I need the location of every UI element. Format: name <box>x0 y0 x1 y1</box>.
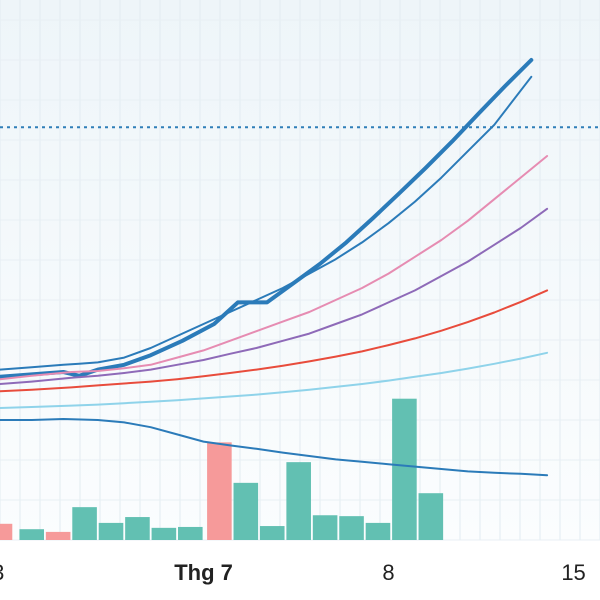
volume-bar-16 <box>418 493 444 540</box>
series-line-3 <box>0 207 549 385</box>
volume-bar-4 <box>98 522 124 540</box>
x-tick-label-1: Thg 7 <box>174 560 233 585</box>
volume-bar-10 <box>259 526 285 540</box>
x-axis-ticks: 23 Thg 7 8 15 <box>0 560 586 585</box>
series-line-0 <box>0 58 534 379</box>
volume-bar-14 <box>365 522 391 540</box>
volume-bar-9 <box>233 482 259 540</box>
series-line-5 <box>0 351 549 409</box>
volume-bar-12 <box>312 515 338 540</box>
volume-bar-11 <box>286 462 311 540</box>
series-line-1 <box>0 75 533 371</box>
volume-bar-13 <box>339 516 364 540</box>
x-tick-label-2: 8 <box>382 560 394 585</box>
volume-bars <box>0 398 444 540</box>
volume-bar-7 <box>178 526 203 540</box>
volume-bar-6 <box>151 527 177 540</box>
series-line-4 <box>0 289 549 393</box>
series-line-2 <box>0 155 549 381</box>
volume-bar-15 <box>392 398 417 540</box>
volume-bar-0 <box>0 523 13 540</box>
series-lines <box>0 58 549 477</box>
x-tick-label-0: 23 <box>0 560 4 585</box>
volume-bar-1 <box>19 529 45 540</box>
x-tick-label-3: 15 <box>561 560 585 585</box>
series-line-6 <box>0 418 549 477</box>
volume-bar-5 <box>125 517 150 540</box>
volume-bar-2 <box>45 531 71 540</box>
volume-bar-8 <box>207 442 232 540</box>
volume-bar-3 <box>72 507 97 540</box>
